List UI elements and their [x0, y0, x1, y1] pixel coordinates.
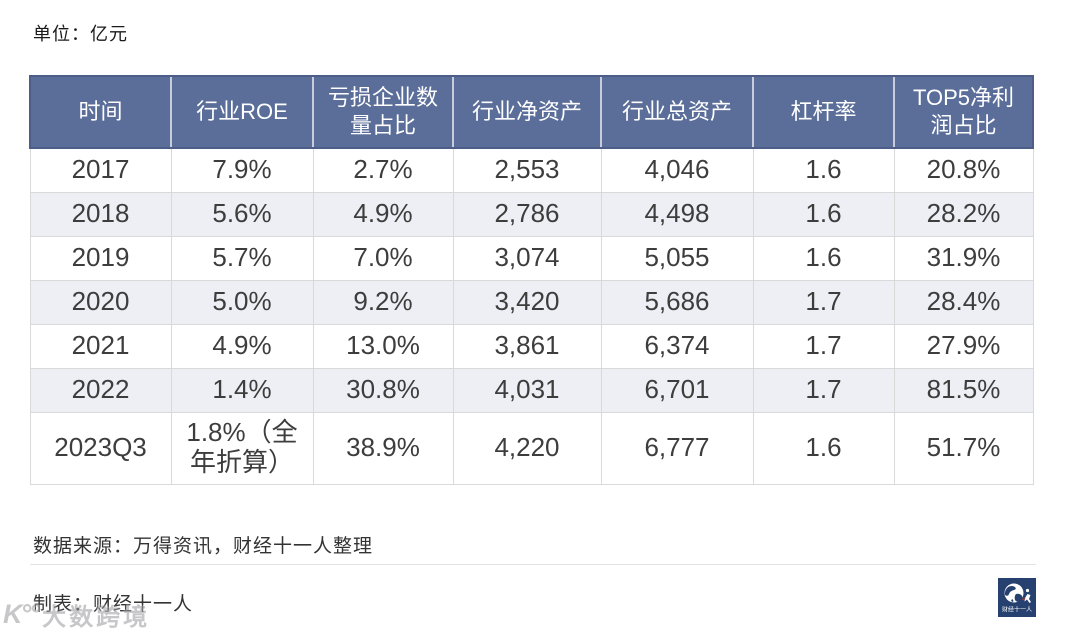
table-cell: 1.7	[752, 279, 895, 325]
table-cell: 6,374	[600, 323, 754, 369]
table-cell: 3,074	[452, 235, 602, 281]
table-row: 2023Q3 1.8%（全年折算） 38.9% 4,220 6,777 1.6 51.7%	[29, 411, 1034, 485]
table-cell: 4,220	[452, 411, 602, 485]
table-cell: 81.5%	[893, 367, 1034, 413]
table-cell: 1.6	[752, 411, 895, 485]
table-cell: 4,498	[600, 191, 754, 237]
globe-runner-icon: 财经十一人	[1002, 583, 1032, 614]
table-cell: 7.9%	[170, 147, 314, 193]
table-credit-note: 制表：财经十一人	[33, 594, 194, 615]
table-cell: 1.4%	[170, 367, 314, 413]
footer-divider	[30, 564, 1036, 565]
table-cell: 5.6%	[170, 191, 314, 237]
table-cell: 4.9%	[312, 191, 454, 237]
table-cell: 28.4%	[893, 279, 1034, 325]
table-cell: 2018	[29, 191, 172, 237]
table-cell: 3,420	[452, 279, 602, 325]
column-header: 时间	[29, 75, 171, 149]
table-cell: 5.7%	[170, 235, 314, 281]
publisher-logo: 财经十一人	[998, 578, 1036, 617]
header-row: 时间 行业ROE 亏损企业数量占比 行业净资产 行业总资产 杠杆率 TOP5净利润占比	[29, 75, 1034, 149]
table-cell: 2021	[29, 323, 172, 369]
table-row: 2022 1.4% 30.8% 4,031 6,701 1.7 81.5%	[29, 367, 1034, 413]
data-table: 时间 行业ROE 亏损企业数量占比 行业净资产 行业总资产 杠杆率 TOP5净利润占比 20…	[29, 75, 1034, 485]
table-cell: 28.2%	[893, 191, 1034, 237]
table-row: 2018 5.6% 4.9% 2,786 4,498 1.6 28.2%	[29, 191, 1034, 237]
table-cell: 9.2%	[312, 279, 454, 325]
table-row: 2017 7.9% 2.7% 2,553 4,046 1.6 20.8%	[29, 147, 1034, 193]
table-cell: 1.6	[752, 147, 895, 193]
table-cell: 2023Q3	[29, 411, 172, 485]
unit-label: 单位：亿元	[33, 24, 128, 44]
table-cell: 1.8%（全年折算）	[170, 411, 314, 485]
table-cell: 4,046	[600, 147, 754, 193]
publisher-logo-label: 财经十一人	[1002, 606, 1032, 614]
table-cell: 2017	[29, 147, 172, 193]
table-cell: 6,777	[600, 411, 754, 485]
column-header: TOP5净利润占比	[893, 75, 1034, 149]
column-header: 杠杆率	[752, 75, 894, 149]
table-cell: 2.7%	[312, 147, 454, 193]
table-cell: 27.9%	[893, 323, 1034, 369]
column-header: 行业ROE	[170, 75, 313, 149]
table-cell: 2020	[29, 279, 172, 325]
table-cell: 6,701	[600, 367, 754, 413]
table-cell: 30.8%	[312, 367, 454, 413]
column-header: 行业总资产	[600, 75, 753, 149]
table-cell: 5.0%	[170, 279, 314, 325]
table-cell: 5,055	[600, 235, 754, 281]
table-cell: 20.8%	[893, 147, 1034, 193]
table-cell: 4,031	[452, 367, 602, 413]
table-cell: 1.6	[752, 191, 895, 237]
column-header: 行业净资产	[452, 75, 601, 149]
table-cell: 38.9%	[312, 411, 454, 485]
table-row: 2020 5.0% 9.2% 3,420 5,686 1.7 28.4%	[29, 279, 1034, 325]
table-cell: 1.7	[752, 367, 895, 413]
column-header: 亏损企业数量占比	[312, 75, 453, 149]
table-cell: 2022	[29, 367, 172, 413]
table-cell: 2,553	[452, 147, 602, 193]
table-cell: 5,686	[600, 279, 754, 325]
table-cell: 3,861	[452, 323, 602, 369]
table-cell: 31.9%	[893, 235, 1034, 281]
table-row: 2021 4.9% 13.0% 3,861 6,374 1.7 27.9%	[29, 323, 1034, 369]
table-cell: 2,786	[452, 191, 602, 237]
table-body: 2017 7.9% 2.7% 2,553 4,046 1.6 20.8% 2018 5.6% 4.…	[29, 147, 1034, 485]
table-cell: 2019	[29, 235, 172, 281]
table-cell: 1.6	[752, 235, 895, 281]
table-cell: 7.0%	[312, 235, 454, 281]
data-source-note: 数据来源：万得资讯，财经十一人整理	[33, 536, 374, 557]
table-header: 时间 行业ROE 亏损企业数量占比 行业净资产 行业总资产 杠杆率 TOP5净利润占比	[29, 75, 1034, 149]
table-cell: 4.9%	[170, 323, 314, 369]
table-cell: 13.0%	[312, 323, 454, 369]
table-cell: 1.7	[752, 323, 895, 369]
table-cell: 51.7%	[893, 411, 1034, 485]
table-row: 2019 5.7% 7.0% 3,074 5,055 1.6 31.9%	[29, 235, 1034, 281]
